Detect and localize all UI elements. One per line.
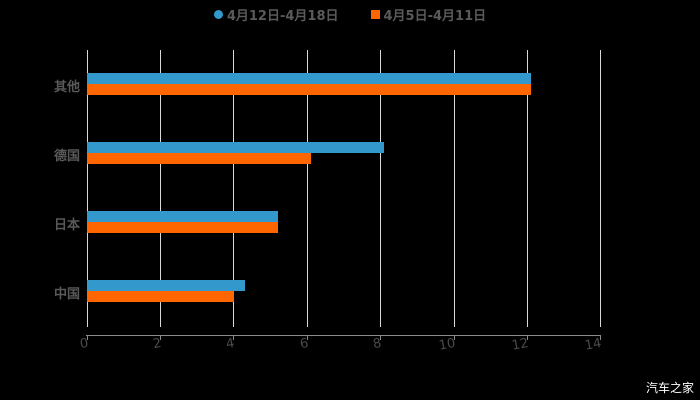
x-tick-label: 6 — [298, 336, 310, 353]
x-tick-label: 10 — [437, 336, 457, 354]
gridline — [454, 50, 455, 327]
x-tick-label: 4 — [224, 336, 236, 353]
y-category-label: 其他 — [53, 80, 80, 95]
legend-circle-icon — [213, 9, 223, 19]
gridline — [233, 50, 234, 327]
gridline — [600, 50, 601, 327]
gridline — [160, 50, 161, 327]
y-category-label: 日本 — [53, 218, 80, 233]
bar-week1[interactable] — [87, 153, 311, 164]
bar-week1[interactable] — [87, 291, 234, 302]
bar-week2[interactable] — [87, 73, 531, 84]
axis-tick — [233, 335, 234, 340]
x-tick-label: 14 — [583, 336, 603, 354]
axis-tick — [454, 335, 455, 340]
bar-week2[interactable] — [87, 211, 278, 222]
gridline — [87, 50, 88, 327]
axis-tick — [380, 335, 381, 340]
gridline — [380, 50, 381, 327]
x-tick-label: 2 — [151, 336, 163, 353]
watermark: 汽车之家 — [645, 381, 694, 395]
x-tick-label: 0 — [78, 336, 90, 353]
y-category-label: 德国 — [53, 149, 80, 164]
axis-tick — [307, 335, 308, 340]
y-category-label: 中国 — [53, 287, 80, 302]
legend-item-week1[interactable]: 4月5日-4月11日 — [370, 5, 487, 24]
gridline — [527, 50, 528, 327]
legend-label: 4月12日-4月18日 — [226, 8, 339, 24]
legend-square-icon — [370, 9, 380, 19]
axis-tick — [600, 335, 601, 340]
x-axis-line — [86, 335, 601, 336]
x-tick-label: 12 — [510, 336, 530, 354]
bar-week1[interactable] — [87, 84, 531, 95]
legend-item-week2[interactable]: 4月12日-4月18日 — [213, 5, 339, 24]
bar-week2[interactable] — [87, 280, 245, 291]
axis-tick — [527, 335, 528, 340]
axis-tick — [160, 335, 161, 340]
bar-week2[interactable] — [87, 142, 384, 153]
gridline — [307, 50, 308, 327]
chart-legend: 4月12日-4月18日 4月5日-4月11日 — [0, 4, 700, 24]
axis-tick — [87, 335, 88, 340]
x-tick-label: 8 — [371, 336, 383, 353]
bar-week1[interactable] — [87, 222, 278, 233]
legend-label: 4月5日-4月11日 — [383, 8, 487, 24]
